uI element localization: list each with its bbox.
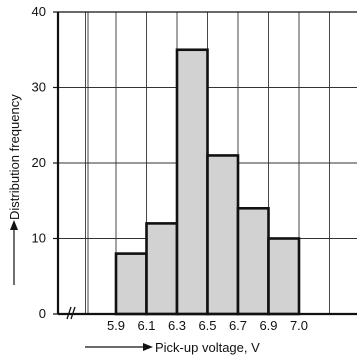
x-tick-labels: 5.9 6.1 6.3 6.5 6.7 6.9 7.0 — [107, 318, 308, 333]
axis-break-icon — [66, 306, 76, 320]
histogram-bars — [114, 48, 301, 316]
y-tick-label: 30 — [32, 80, 46, 95]
histogram-bar — [267, 237, 301, 316]
x-tick-label: 7.0 — [290, 318, 308, 333]
x-tick-label: 5.9 — [107, 318, 125, 333]
y-tick-labels: 0 10 20 30 40 — [32, 4, 58, 321]
histogram-bar — [206, 154, 240, 316]
x-tick-label: 6.5 — [198, 318, 216, 333]
y-axis-label-group: Distribution frequency — [7, 94, 22, 285]
x-axis-arrowhead-icon — [143, 343, 153, 351]
histogram-bar — [114, 252, 148, 316]
x-axis-label: Pick-up voltage, V — [155, 340, 260, 355]
histogram-bar — [175, 48, 209, 316]
x-tick-label: 6.1 — [137, 318, 155, 333]
x-axis-label-group: Pick-up voltage, V — [85, 340, 260, 355]
histogram-bar — [145, 222, 179, 316]
y-tick-label: 10 — [32, 231, 46, 246]
x-tick-label: 6.7 — [229, 318, 247, 333]
y-tick-label: 0 — [39, 306, 46, 321]
y-axis-label: Distribution frequency — [7, 94, 22, 220]
y-tick-label: 40 — [32, 4, 46, 19]
histogram-bar — [236, 207, 270, 316]
y-tick-label: 20 — [32, 155, 46, 170]
x-tick-label: 6.3 — [168, 318, 186, 333]
y-axis-arrowhead-icon — [10, 220, 18, 230]
x-tick-label: 6.9 — [259, 318, 277, 333]
